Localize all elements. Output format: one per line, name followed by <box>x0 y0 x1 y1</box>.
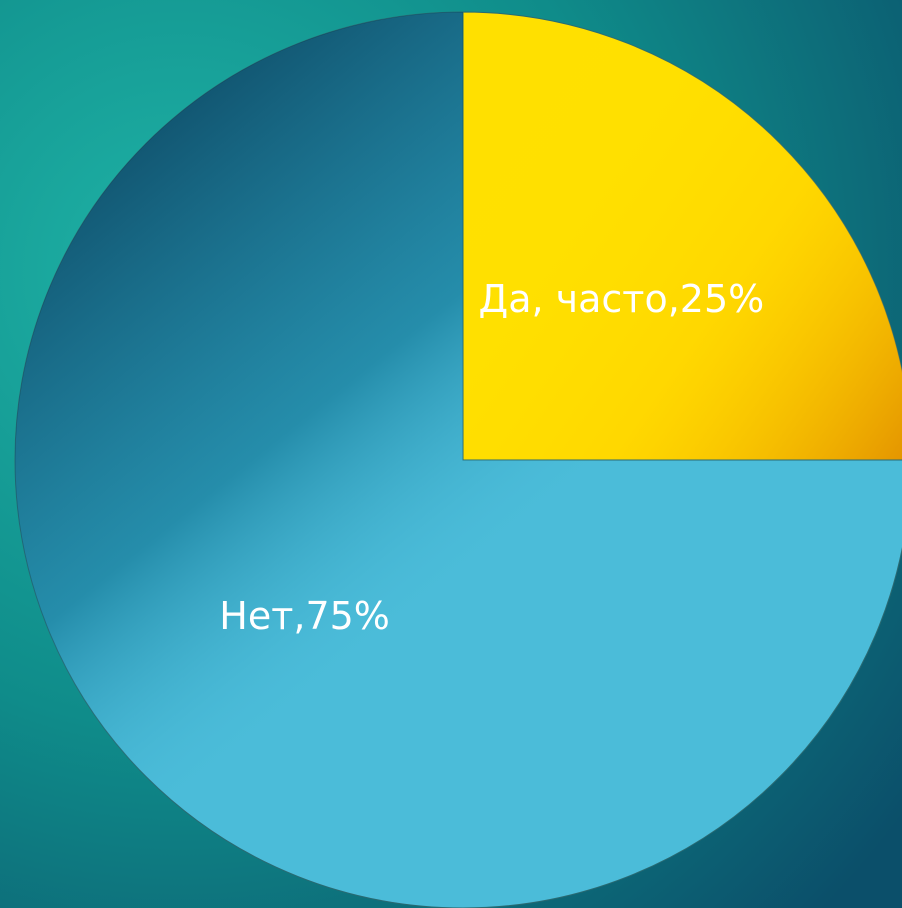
data-label: Да, часто,25% <box>479 277 765 321</box>
data-label: Нет,75% <box>219 594 390 638</box>
labels: Да, часто,25% Нет,75% <box>219 277 764 638</box>
pie <box>14 11 902 908</box>
